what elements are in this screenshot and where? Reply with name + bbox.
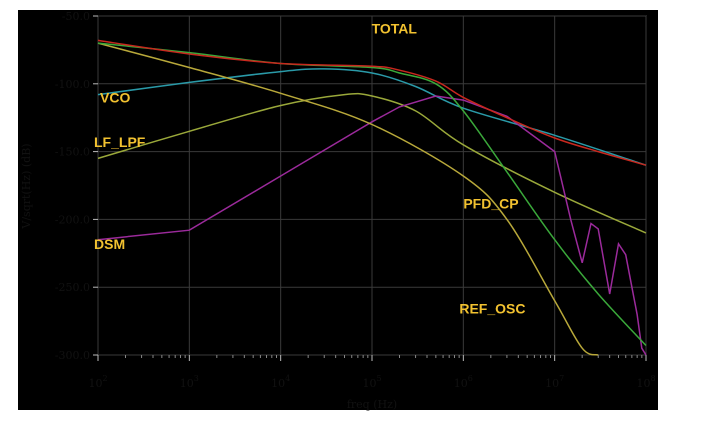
series-line-total — [97, 39, 647, 166]
x-axis-label: freq (Hz) — [347, 398, 397, 411]
x-tick-base: 10 — [545, 377, 559, 390]
x-tick-exponent: 5 — [376, 374, 381, 383]
series-line-dsm — [97, 95, 647, 356]
annotation-pfd-cp: PFD_CP — [463, 195, 518, 211]
annotation-ref-osc: REF_OSC — [459, 300, 525, 316]
x-tick-base: 10 — [88, 377, 102, 390]
y-tick-label: -150.0 — [55, 146, 90, 159]
y-tick-label: -300.0 — [55, 349, 90, 362]
series-line-lf-lpf — [97, 92, 647, 234]
series-line-vco — [97, 68, 647, 166]
x-tick-exponent: 7 — [559, 374, 564, 383]
annotation-total: TOTAL — [372, 21, 418, 37]
series-annotations: TOTAL VCO LF_LPF DSM PFD_CP REF_OSC — [94, 21, 525, 317]
x-tick-label: 106 — [454, 374, 473, 390]
x-tick-base: 10 — [271, 377, 285, 390]
y-axis-ticks: -50.0 -100.0 -150.0 -200.0 -250.0 -300.0 — [55, 10, 98, 362]
x-tick-label: 107 — [545, 374, 564, 390]
x-tick-label: 108 — [636, 374, 655, 390]
annotation-lf-lpf: LF_LPF — [94, 134, 146, 150]
x-tick-base: 10 — [362, 377, 376, 390]
y-tick-label: -50.0 — [62, 10, 90, 23]
series-line-pfd-cp — [97, 42, 647, 347]
series-line-ref-osc — [97, 42, 599, 356]
y-tick-label: -200.0 — [55, 213, 90, 226]
x-tick-base: 10 — [454, 377, 468, 390]
y-tick-label: -100.0 — [55, 78, 90, 91]
x-tick-exponent: 2 — [102, 374, 107, 383]
x-tick-label: 103 — [180, 374, 199, 390]
x-tick-exponent: 6 — [468, 374, 473, 383]
y-tick-label: -250.0 — [55, 281, 90, 294]
y-axis-label: V/sqrt(Hz) (dB) — [20, 143, 33, 229]
annotation-dsm: DSM — [94, 236, 125, 252]
series-group — [97, 39, 647, 356]
x-tick-label: 104 — [271, 374, 290, 390]
x-tick-label: 105 — [362, 374, 381, 390]
x-tick-exponent: 4 — [285, 374, 290, 383]
x-tick-exponent: 8 — [650, 374, 655, 383]
x-tick-base: 10 — [180, 377, 194, 390]
x-tick-base: 10 — [636, 377, 650, 390]
x-tick-exponent: 3 — [194, 374, 199, 383]
annotation-vco: VCO — [100, 90, 130, 106]
x-axis-ticks: 102 103 104 105 106 107 108 — [88, 355, 656, 390]
x-tick-label: 102 — [88, 374, 107, 390]
